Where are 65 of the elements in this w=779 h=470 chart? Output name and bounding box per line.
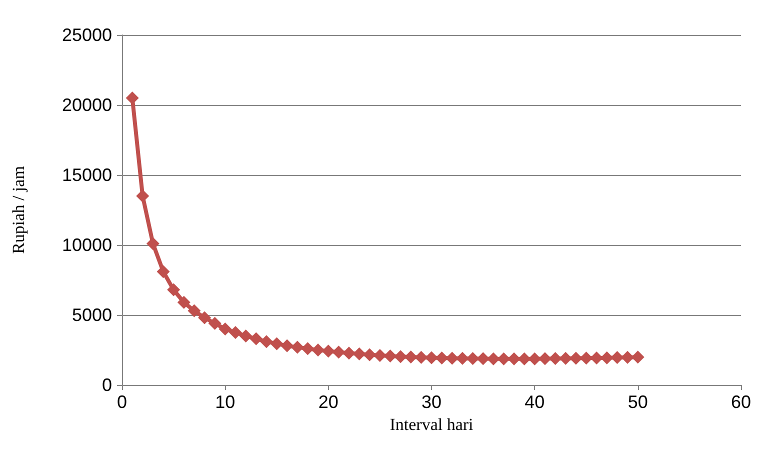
point [239, 330, 252, 342]
x-axis-title: Interval hari [390, 414, 474, 434]
point [590, 351, 604, 364]
point [508, 352, 521, 366]
point [456, 352, 469, 365]
y-tick-label: 5000 [72, 305, 112, 325]
point [332, 346, 346, 359]
point [260, 335, 273, 348]
point [538, 352, 552, 366]
x-tick-label: 40 [524, 392, 545, 412]
point [250, 332, 263, 346]
point [198, 311, 212, 324]
point [270, 337, 284, 350]
point [518, 352, 531, 366]
point [548, 352, 562, 366]
point [580, 352, 593, 365]
point [414, 350, 428, 364]
point [280, 339, 294, 352]
x-tick-label: 0 [116, 392, 128, 412]
x-tick-label: 10 [215, 392, 236, 412]
x-tick-label: 20 [318, 392, 338, 412]
y-tick-label: 25000 [62, 25, 112, 45]
point [569, 352, 582, 365]
y-tick-label: 15000 [62, 165, 112, 185]
point [610, 351, 624, 364]
point [218, 322, 232, 336]
point [322, 344, 335, 358]
point [384, 350, 397, 363]
point [631, 350, 644, 364]
point [404, 350, 418, 364]
point [559, 352, 572, 365]
y-tick-label: 10000 [62, 235, 112, 255]
point [446, 352, 459, 365]
point [126, 92, 139, 104]
point [290, 340, 304, 354]
point [146, 237, 160, 250]
point [177, 296, 190, 309]
point [352, 347, 366, 360]
point [208, 316, 222, 330]
point [621, 350, 634, 364]
point [466, 352, 480, 366]
point [528, 352, 542, 366]
point [435, 351, 448, 364]
x-tick-label: 50 [628, 392, 648, 412]
x-tick-label: 30 [421, 392, 442, 412]
x-tick-label: 60 [730, 392, 752, 412]
point [342, 346, 356, 360]
point [156, 265, 170, 278]
point [167, 283, 180, 296]
point [394, 350, 408, 364]
point [497, 352, 510, 366]
point [373, 348, 386, 362]
point [486, 352, 500, 366]
y-tick-label: 0 [102, 375, 112, 395]
y-axis-title: Rupiah / jam [9, 166, 28, 254]
point [363, 348, 376, 362]
point [301, 342, 314, 356]
point [425, 351, 438, 364]
y-tick-label: 20000 [62, 95, 112, 115]
point [228, 326, 242, 339]
point [188, 304, 201, 318]
point [136, 190, 150, 202]
point [476, 352, 490, 366]
point [312, 344, 325, 356]
point [600, 351, 614, 364]
